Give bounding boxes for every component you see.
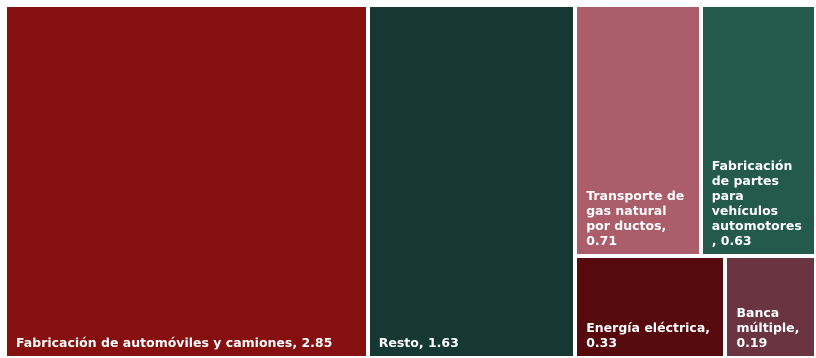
tile-resto: Resto, 1.63 bbox=[369, 7, 574, 356]
tile-banca-multiple: Banca múltiple, 0.19 bbox=[727, 258, 814, 356]
tile-fabricacion-partes: Fabricación de partes para vehículos aut… bbox=[702, 7, 814, 255]
tile-fabricacion-automoviles: Fabricación de automóviles y camiones, 2… bbox=[7, 7, 366, 356]
tile-energia-electrica: Energía eléctrica, 0.33 bbox=[577, 258, 724, 356]
tile-label-energia-electrica: Energía eléctrica, 0.33 bbox=[586, 319, 711, 350]
tile-label-resto: Resto, 1.63 bbox=[378, 335, 459, 350]
tile-label-banca-multiple: Banca múltiple, 0.19 bbox=[736, 304, 800, 350]
tile-label-transporte-gas: Transporte de gas natural por ductos, 0.… bbox=[586, 188, 685, 249]
tile-transporte-gas: Transporte de gas natural por ductos, 0.… bbox=[577, 7, 699, 255]
tile-label-fabricacion-partes: Fabricación de partes para vehículos aut… bbox=[711, 158, 802, 249]
tile-label-fabricacion-automoviles: Fabricación de automóviles y camiones, 2… bbox=[16, 335, 333, 350]
